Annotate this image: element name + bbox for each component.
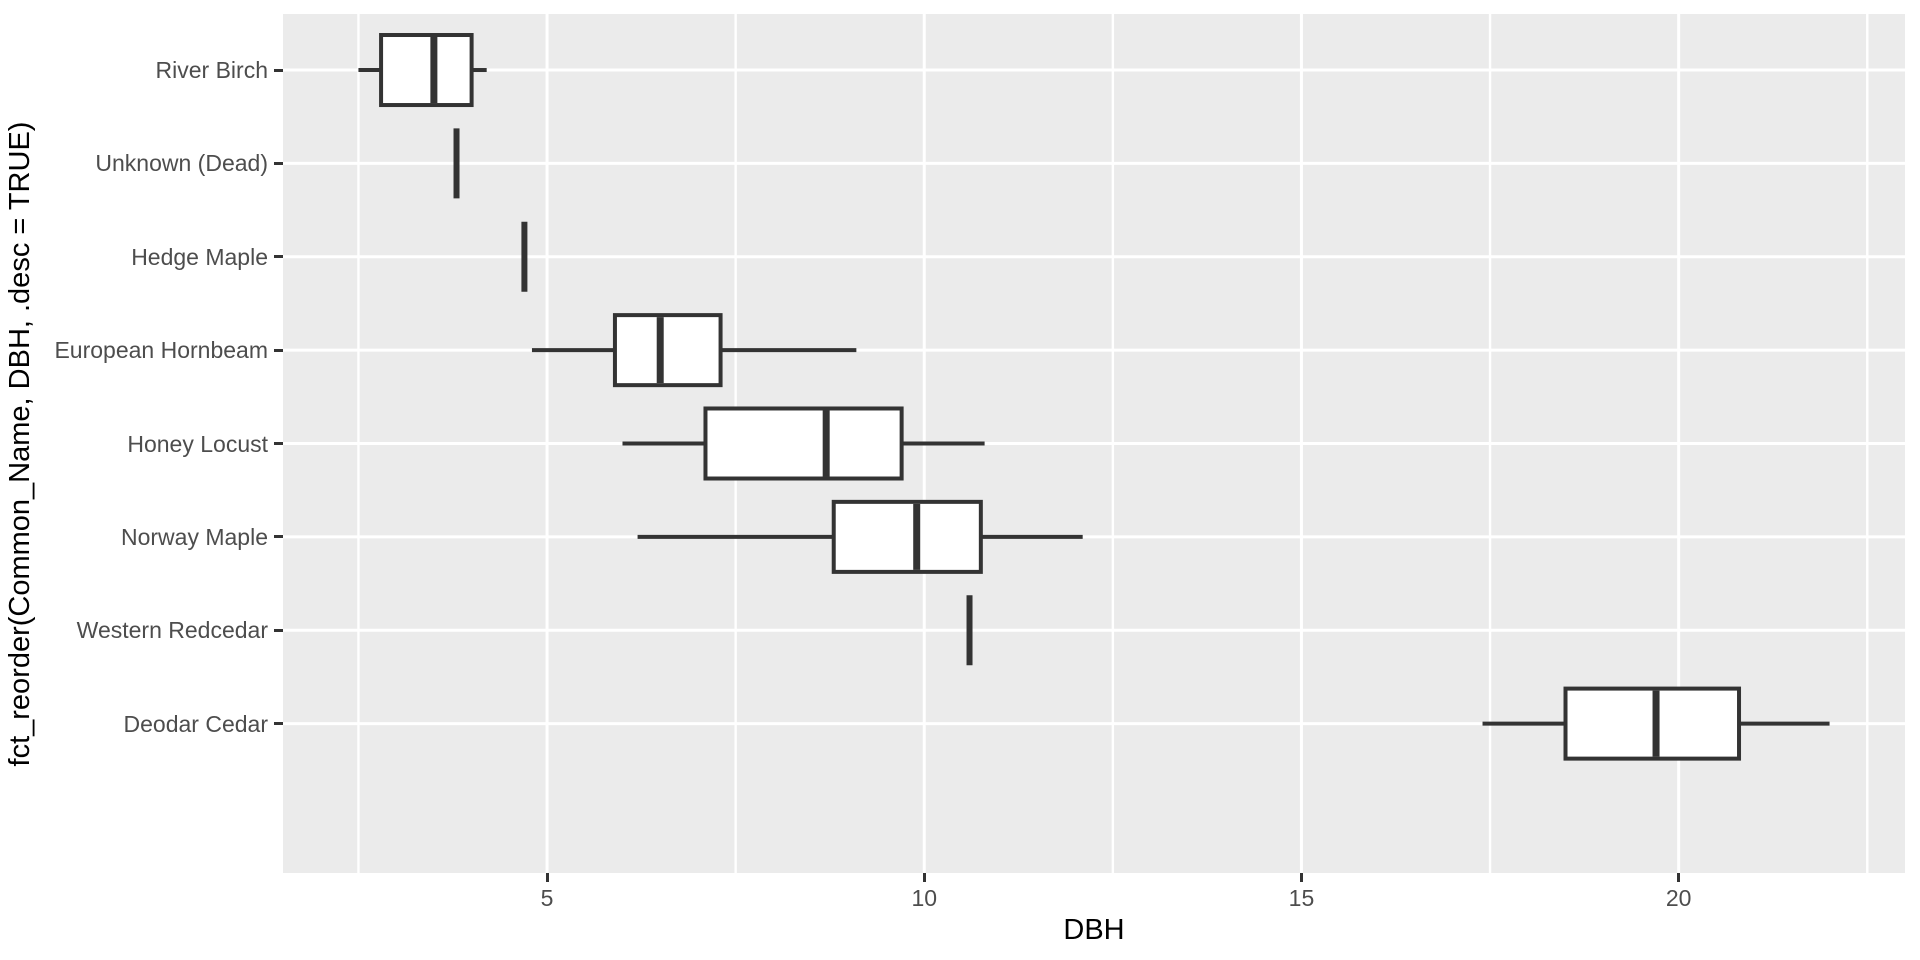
x-tick-label: 10: [911, 885, 938, 911]
y-tick-label: Hedge Maple: [131, 243, 268, 270]
box: [612, 313, 723, 388]
y-tick-label: Unknown (Dead): [95, 150, 268, 177]
y-tick-mark: [274, 68, 283, 72]
y-tick-mark: [274, 722, 283, 726]
x-tick-label: 15: [1288, 885, 1315, 911]
y-tick-label: European Hornbeam: [54, 337, 268, 364]
y-tick-mark: [274, 348, 283, 352]
x-tick-mark: [545, 873, 549, 882]
x-tick-label: 5: [540, 885, 554, 911]
y-tick-mark: [274, 442, 283, 445]
y-tick-mark: [274, 161, 283, 165]
box: [379, 33, 474, 108]
box: [1563, 686, 1742, 761]
box: [831, 499, 983, 574]
y-tick-label: Deodar Cedar: [123, 710, 268, 737]
boxplot-canvas: [283, 14, 1905, 873]
plot-panel: [283, 14, 1905, 873]
y-tick-mark: [274, 535, 283, 539]
box: [703, 406, 904, 481]
y-tick-label: River Birch: [155, 57, 268, 84]
x-axis-title: DBH: [1063, 914, 1125, 946]
y-tick-label: Western Redcedar: [76, 617, 268, 644]
x-tick-mark: [922, 873, 926, 882]
y-tick-mark: [274, 628, 283, 632]
y-tick-mark: [274, 255, 283, 259]
y-tick-label: Norway Maple: [121, 523, 268, 550]
x-tick-label: 20: [1665, 885, 1692, 911]
x-tick-mark: [1299, 873, 1303, 882]
y-tick-label: Honey Locust: [127, 430, 268, 457]
x-tick-mark: [1677, 873, 1681, 882]
